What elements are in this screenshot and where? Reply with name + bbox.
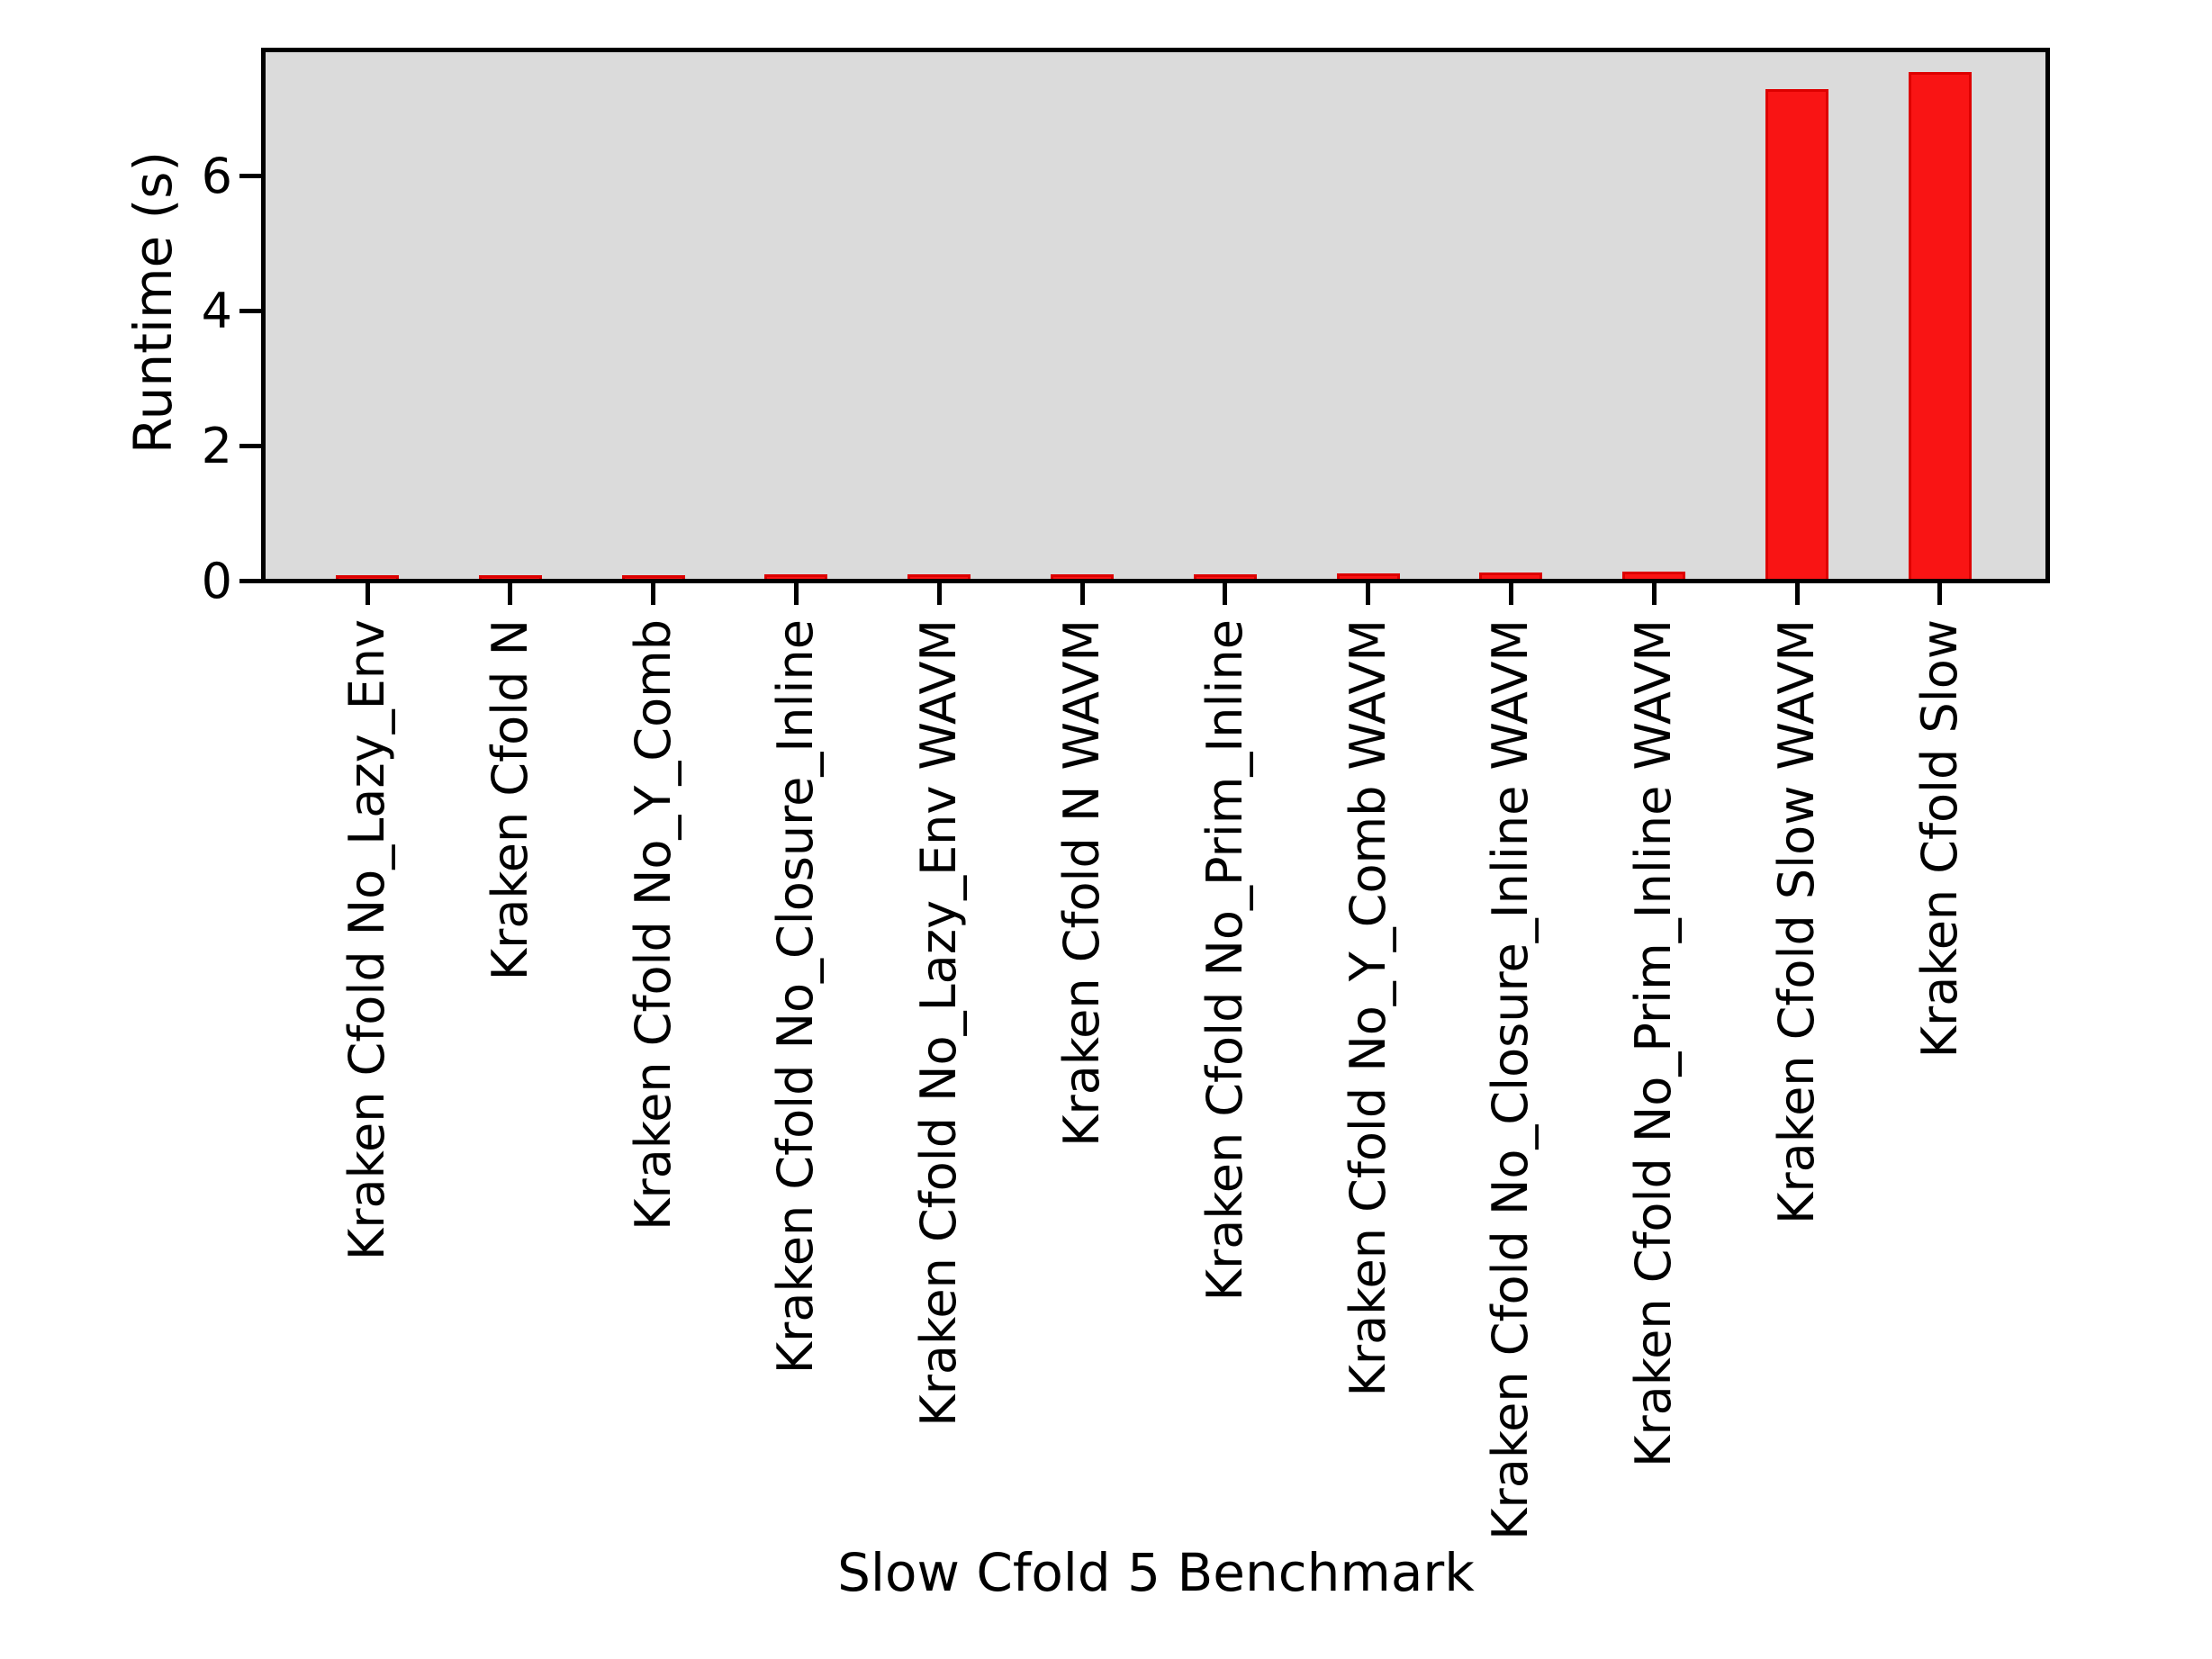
x-tick-label-2: Kraken Cfold No_Y_Comb (625, 619, 682, 1231)
x-tick-mark-6 (1223, 583, 1227, 605)
y-tick-label-0: 0 (201, 553, 232, 609)
x-tick-label-3: Kraken Cfold No_Closure_Inline (767, 619, 824, 1375)
x-tick-label-4: Kraken Cfold No_Lazy_Env WAVM (910, 619, 967, 1427)
x-axis-label: Slow Cfold 5 Benchmark (837, 1542, 1475, 1603)
bar-2 (622, 575, 685, 579)
x-tick-mark-10 (1795, 583, 1800, 605)
bar-8 (1479, 573, 1542, 579)
bar-11 (1909, 72, 1972, 579)
x-tick-mark-3 (794, 583, 799, 605)
y-tick-mark-4 (239, 309, 261, 313)
bar-10 (1765, 89, 1828, 579)
bar-3 (764, 574, 827, 579)
x-tick-label-7: Kraken Cfold No_Y_Comb WAVM (1340, 619, 1396, 1397)
y-axis-label: Runtime (s) (122, 150, 184, 455)
y-tick-mark-0 (239, 579, 261, 583)
x-tick-mark-9 (1652, 583, 1657, 605)
bar-5 (1051, 574, 1114, 579)
x-tick-label-5: Kraken Cfold N WAVM (1053, 619, 1110, 1147)
x-tick-label-9: Kraken Cfold No_Prim_Inline WAVM (1625, 619, 1682, 1467)
x-tick-mark-11 (1937, 583, 1942, 605)
bar-9 (1622, 572, 1685, 579)
x-tick-label-11: Kraken Cfold Slow (1911, 619, 1968, 1059)
x-tick-mark-0 (366, 583, 370, 605)
y-tick-label-2: 2 (201, 418, 232, 474)
x-tick-mark-8 (1509, 583, 1513, 605)
x-tick-label-6: Kraken Cfold No_Prim_Inline (1196, 619, 1253, 1302)
y-tick-label-4: 4 (201, 283, 232, 339)
y-tick-mark-6 (239, 174, 261, 178)
x-tick-mark-5 (1080, 583, 1085, 605)
x-tick-mark-1 (508, 583, 512, 605)
x-tick-label-1: Kraken Cfold N (482, 619, 538, 981)
x-tick-label-0: Kraken Cfold No_Lazy_Env (339, 619, 395, 1261)
y-tick-label-6: 6 (201, 148, 232, 204)
bar-7 (1337, 573, 1400, 579)
bar-6 (1194, 574, 1257, 579)
bar-4 (907, 574, 971, 579)
x-tick-mark-2 (651, 583, 655, 605)
bar-0 (336, 575, 399, 579)
x-tick-mark-4 (937, 583, 942, 605)
x-tick-label-10: Kraken Cfold Slow WAVM (1768, 619, 1825, 1224)
bar-1 (479, 575, 542, 579)
plot-area (261, 48, 2050, 583)
y-tick-mark-2 (239, 444, 261, 448)
x-tick-mark-7 (1366, 583, 1370, 605)
x-tick-label-8: Kraken Cfold No_Closure_Inline WAVM (1482, 619, 1539, 1540)
